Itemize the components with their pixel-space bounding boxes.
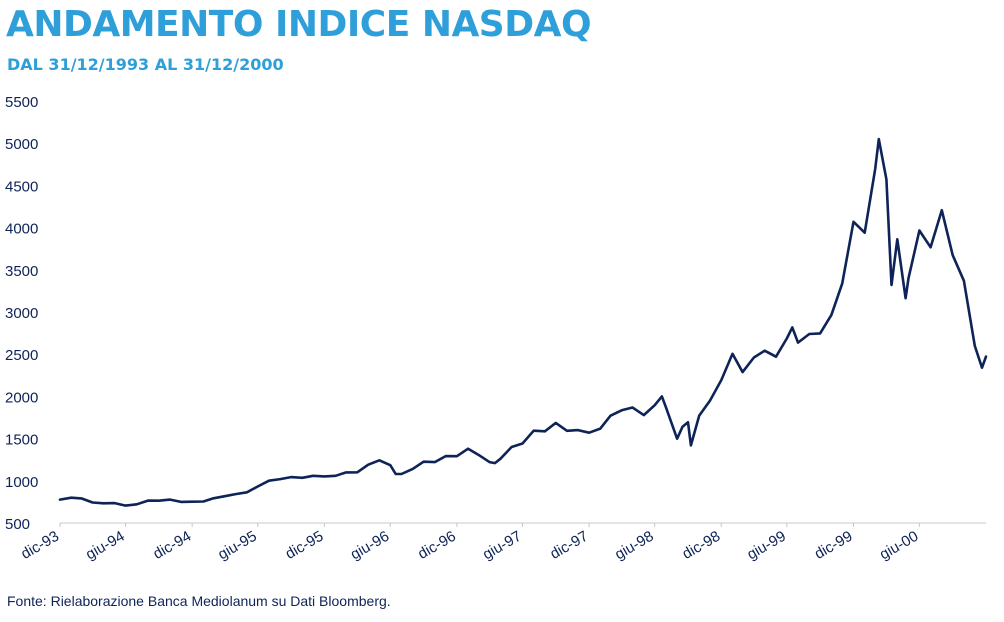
x-axis-tick-labels: dic-93 giu-94 dic-94 giu-95 dic-95 giu-96 dic-…: [18, 523, 921, 563]
x-tick-label: dic-99: [812, 528, 856, 563]
y-tick-label: 1500: [5, 432, 38, 449]
x-tick-label: dic-98: [679, 528, 723, 563]
nasdaq-series: [58, 137, 988, 507]
y-axis-tick-labels: 500 1000 1500 2000 2500 3000 3500 4000 4500 5000 5…: [5, 94, 38, 533]
y-tick-label: 500: [5, 516, 30, 533]
y-tick-label: 5000: [5, 136, 38, 153]
x-tick-label: dic-94: [150, 528, 194, 563]
x-tick-label: giu-96: [348, 528, 393, 564]
y-tick-label: 4500: [5, 178, 38, 195]
x-tick-label: giu-95: [215, 528, 260, 564]
x-tick-label: dic-95: [282, 528, 326, 563]
x-tick-label: giu-98: [612, 528, 657, 564]
x-tick-label: giu-94: [83, 528, 128, 564]
x-tick-label: dic-93: [18, 528, 62, 563]
x-tick-label: giu-99: [744, 528, 789, 564]
x-tick-label: giu-00: [877, 528, 922, 564]
x-tick-label: dic-96: [415, 528, 459, 563]
x-tick-label: dic-97: [547, 528, 591, 563]
x-tick-label: giu-97: [480, 528, 525, 564]
source-note: Fonte: Rielaborazione Banca Mediolanum s…: [7, 593, 391, 609]
chart-subtitle: DAL 31/12/1993 AL 31/12/2000: [7, 55, 284, 74]
y-tick-label: 1000: [5, 474, 38, 491]
y-tick-label: 2500: [5, 347, 38, 364]
y-tick-label: 5500: [5, 94, 38, 111]
y-tick-label: 3000: [5, 305, 38, 322]
nasdaq-index-line: [58, 137, 988, 507]
y-tick-label: 4000: [5, 221, 38, 238]
y-tick-label: 2000: [5, 389, 38, 406]
chart-title: ANDAMENTO INDICE NASDAQ: [6, 4, 592, 45]
y-tick-label: 3500: [5, 263, 38, 280]
